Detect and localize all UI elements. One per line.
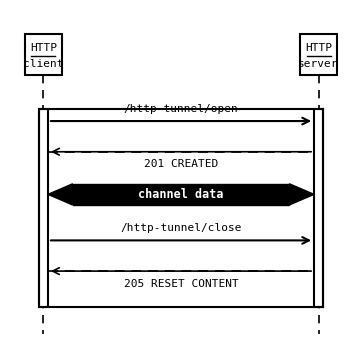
Text: server: server xyxy=(298,59,339,69)
Bar xyxy=(39,109,48,307)
Polygon shape xyxy=(290,184,314,205)
Text: /http-tunnel/close: /http-tunnel/close xyxy=(120,223,242,233)
Bar xyxy=(72,184,290,205)
Text: /http-tunnel/open: /http-tunnel/open xyxy=(124,104,238,114)
Polygon shape xyxy=(48,184,72,205)
Text: 205 RESET CONTENT: 205 RESET CONTENT xyxy=(124,279,238,288)
Bar xyxy=(314,109,323,307)
Text: channel data: channel data xyxy=(138,188,224,201)
Text: 201 CREATED: 201 CREATED xyxy=(144,159,218,169)
Text: HTTP: HTTP xyxy=(305,43,332,54)
Bar xyxy=(39,109,323,307)
Bar xyxy=(25,34,62,75)
Text: client: client xyxy=(23,59,64,69)
Bar xyxy=(300,34,337,75)
Text: HTTP: HTTP xyxy=(30,43,57,54)
